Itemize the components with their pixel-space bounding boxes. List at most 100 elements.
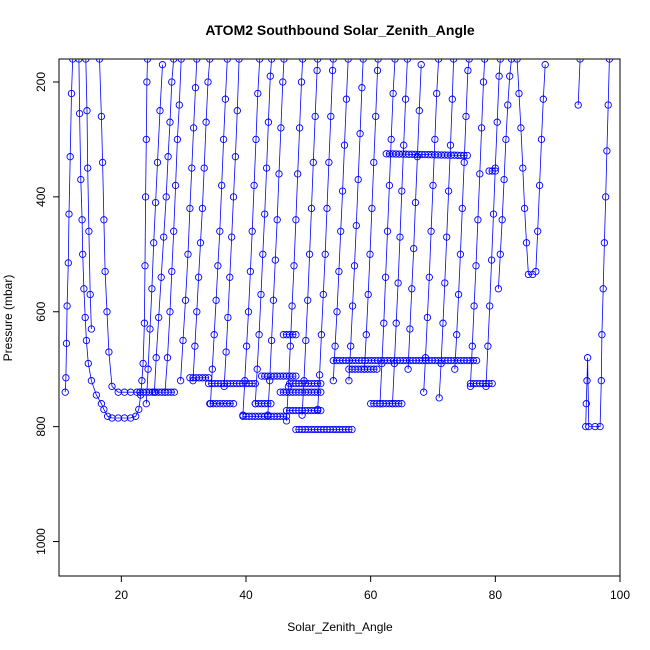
profile-line	[223, 59, 240, 387]
data-point	[387, 135, 395, 144]
data-point	[451, 365, 459, 373]
data-point	[515, 89, 523, 98]
data-point	[362, 331, 370, 339]
data-point	[537, 135, 546, 144]
x-tick-label: 100	[610, 588, 630, 602]
data-point	[401, 95, 410, 103]
data-point	[354, 175, 362, 184]
data-point	[177, 59, 185, 63]
data-point	[148, 285, 156, 293]
profile-line	[577, 59, 581, 106]
data-point	[449, 59, 458, 63]
data-point	[591, 422, 599, 431]
data-point	[85, 227, 93, 235]
data-point	[314, 388, 322, 396]
data-point	[214, 262, 222, 270]
data-point	[138, 377, 146, 385]
data-point	[327, 112, 335, 121]
data-point	[314, 59, 322, 63]
data-point	[83, 107, 91, 115]
data-point	[75, 59, 83, 63]
data-point	[395, 400, 403, 408]
data-point	[340, 141, 349, 149]
data-point	[267, 400, 275, 408]
profile-line	[423, 59, 439, 393]
data-point	[389, 89, 397, 98]
data-point	[127, 414, 135, 422]
data-point	[257, 290, 265, 299]
data-point	[600, 239, 609, 247]
profile-line	[78, 59, 148, 419]
data-point	[150, 239, 158, 247]
data-point	[228, 233, 236, 241]
data-point	[294, 170, 302, 178]
plot-area	[61, 59, 614, 434]
data-point	[472, 356, 481, 365]
data-point	[344, 59, 352, 63]
data-point	[541, 61, 549, 69]
y-tick-label: 1000	[34, 528, 48, 555]
data-point	[206, 59, 214, 63]
data-point	[425, 273, 433, 281]
data-point	[108, 382, 116, 391]
data-point	[488, 379, 496, 388]
profile-line	[317, 59, 334, 410]
data-point	[372, 112, 380, 121]
profile-line	[438, 59, 454, 398]
data-point	[280, 59, 288, 63]
data-point	[435, 394, 443, 402]
data-point	[253, 365, 261, 373]
data-point	[254, 89, 262, 98]
data-point	[79, 250, 87, 258]
profile-line	[516, 59, 533, 275]
profile-line	[454, 59, 470, 370]
data-point	[62, 374, 70, 382]
data-point	[460, 158, 468, 167]
data-point	[317, 388, 325, 396]
data-point	[144, 365, 152, 373]
data-point	[420, 388, 428, 396]
data-point	[398, 187, 406, 195]
data-point	[448, 95, 456, 103]
data-point	[534, 227, 542, 235]
data-point	[275, 170, 283, 178]
data-point	[170, 388, 178, 396]
x-tick-label: 80	[489, 588, 503, 602]
data-point	[453, 331, 461, 339]
data-point	[309, 158, 317, 167]
data-point	[210, 331, 218, 339]
data-point	[141, 262, 149, 270]
constant-run-line	[386, 153, 468, 156]
data-point	[84, 164, 92, 172]
data-point	[75, 109, 84, 118]
data-point	[474, 216, 482, 224]
data-point	[350, 262, 359, 270]
data-point	[317, 379, 325, 388]
data-point	[256, 59, 264, 63]
x-axis-label: Solar_Zenith_Angle	[287, 620, 393, 634]
data-point	[179, 336, 187, 345]
profile-line	[498, 59, 512, 289]
data-point	[359, 59, 367, 63]
profile-line	[348, 59, 364, 381]
data-point	[221, 95, 230, 103]
data-point	[255, 331, 263, 339]
data-point	[170, 227, 178, 235]
data-point	[342, 95, 351, 103]
data-point	[381, 273, 390, 281]
data-point	[105, 348, 113, 356]
data-point	[500, 175, 508, 184]
data-point	[244, 308, 253, 316]
data-point	[188, 164, 196, 172]
data-point	[155, 313, 163, 322]
data-point	[423, 313, 432, 322]
data-point	[539, 95, 547, 103]
data-point	[95, 59, 104, 63]
data-point	[498, 216, 506, 224]
data-point	[358, 84, 366, 92]
data-point	[364, 290, 372, 299]
data-point	[163, 354, 172, 362]
data-point	[491, 167, 499, 175]
profile-line	[301, 59, 319, 416]
data-point	[61, 388, 69, 396]
